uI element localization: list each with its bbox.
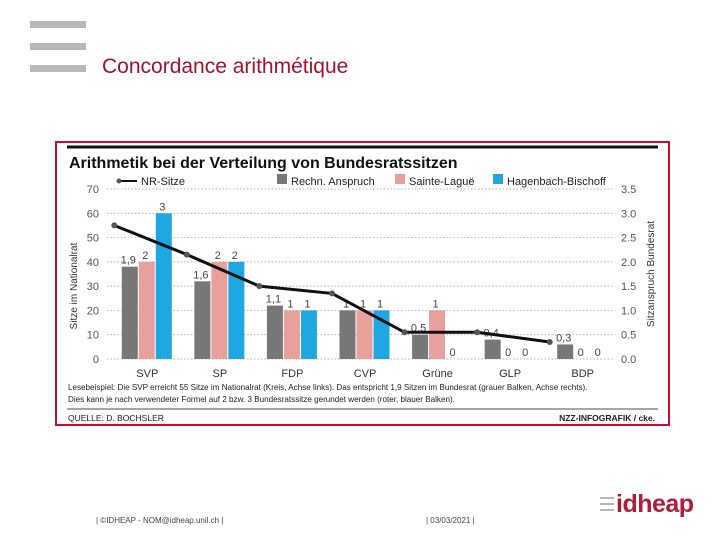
bar-value-label: 1,1 <box>266 294 281 306</box>
bar-value-label: 2 <box>215 250 221 262</box>
bar <box>356 310 373 359</box>
legend-sainte-label: Sainte-Laguë <box>409 176 474 188</box>
y-tick-label: 10 <box>87 330 99 342</box>
bar-value-label: 1,6 <box>193 269 208 281</box>
chart-source: QUELLE: D. BOCHSLER <box>68 413 164 423</box>
category-label: Grüne <box>422 368 453 380</box>
chart-note-1: Lesebeispiel: Die SVP erreicht 55 Sitze … <box>68 383 587 392</box>
y2-tick-label: 0.5 <box>621 330 636 342</box>
bar-value-label: 0 <box>450 347 456 359</box>
bar <box>484 339 501 359</box>
y-tick-label: 30 <box>87 281 99 293</box>
bar-value-label: 3 <box>159 201 165 213</box>
bar-value-label: 2 <box>142 250 148 262</box>
nr-seats-point <box>401 329 408 336</box>
nr-seats-point <box>111 222 118 229</box>
y-tick-label: 0 <box>93 354 99 366</box>
logo-bar-3 <box>30 65 86 72</box>
bar <box>429 310 446 359</box>
category-label: SVP <box>136 368 158 380</box>
y-tick-label: 70 <box>87 184 99 196</box>
legend-hagen-swatch <box>493 174 503 184</box>
bar-value-label: 0,3 <box>556 332 571 344</box>
bar-value-label: 1 <box>304 298 310 310</box>
category-label: GLP <box>499 368 521 380</box>
bar-value-label: 0 <box>578 347 584 359</box>
idheap-logo-text: idheap <box>616 490 694 518</box>
logo-bar-1 <box>30 21 86 28</box>
y2-tick-label: 1.0 <box>621 305 636 317</box>
bar <box>339 310 356 359</box>
chart-svg: Arithmetik bei der Verteilung von Bundes… <box>67 145 658 423</box>
logo-line-3 <box>600 509 614 511</box>
bar <box>138 261 155 359</box>
footer-date: | 03/03/2021 | <box>426 516 475 525</box>
y-tick-label: 40 <box>87 257 99 269</box>
category-label: SP <box>213 368 228 380</box>
footer-contact: | ©IDHEAP - NOM@idheap.unil.ch | <box>96 516 224 525</box>
y2-tick-label: 2.5 <box>621 233 636 245</box>
bar <box>228 261 245 359</box>
bar-value-label: 1 <box>343 298 349 310</box>
chart-note-2: Dies kann je nach verwendeter Formel auf… <box>68 395 455 404</box>
bar-value-label: 1 <box>377 298 383 310</box>
nr-seats-point <box>329 290 335 297</box>
bar-value-label: 0 <box>522 347 528 359</box>
bar-value-label: 1,9 <box>121 255 136 267</box>
nr-seats-point <box>546 339 553 345</box>
bar <box>300 310 317 359</box>
bar <box>557 344 574 359</box>
chart-credit: NZZ-INFOGRAFIK / cke. <box>559 413 655 423</box>
bar-value-label: 0 <box>595 347 601 359</box>
y2-axis-label: Sitzanspruch Bundesrat <box>646 221 657 327</box>
bar <box>155 213 172 359</box>
nr-seats-point <box>183 251 190 258</box>
category-label: BDP <box>571 368 594 380</box>
y-tick-label: 20 <box>87 305 99 317</box>
slide-title: Concordance arithmétique <box>102 55 349 78</box>
nr-seats-line <box>113 224 550 344</box>
bar-value-label: 0 <box>505 347 511 359</box>
logo-bar-2 <box>30 43 86 50</box>
bar <box>121 266 138 359</box>
chart-frame: Arithmetik bei der Verteilung von Bundes… <box>55 141 670 426</box>
y2-tick-label: 3.5 <box>621 184 636 196</box>
bar-value-label: 2 <box>232 250 238 262</box>
bar <box>283 310 300 359</box>
category-label: FDP <box>281 368 303 380</box>
y2-tick-label: 3.0 <box>621 208 636 220</box>
y-tick-label: 60 <box>87 208 99 220</box>
legend-sainte-swatch <box>395 174 405 184</box>
bar <box>211 261 228 359</box>
bar-value-label: 1 <box>433 298 439 310</box>
y-axis-label: Sitze im Nationalrat <box>69 242 80 329</box>
legend-rechn-swatch <box>277 174 287 184</box>
logo-line-1 <box>600 497 614 499</box>
bar <box>266 305 283 359</box>
bar <box>194 281 211 359</box>
category-label: CVP <box>354 368 377 380</box>
logo-line-2 <box>600 503 614 505</box>
y2-tick-label: 1.5 <box>621 281 636 293</box>
nr-seats-point <box>474 329 481 336</box>
y2-tick-label: 2.0 <box>621 257 636 269</box>
nr-seats-point <box>256 283 263 290</box>
legend-hagen-label: Hagenbach-Bischoff <box>507 176 607 188</box>
legend-line-dot <box>116 178 122 184</box>
chart-title: Arithmetik bei der Verteilung von Bundes… <box>69 155 458 172</box>
legend-rechn-label: Rechn. Anspruch <box>291 176 375 188</box>
y2-tick-label: 0.0 <box>621 354 636 366</box>
bar-value-label: 1 <box>360 298 366 310</box>
y-tick-label: 50 <box>87 233 99 245</box>
bar <box>412 334 429 359</box>
bar-value-label: 1 <box>287 298 293 310</box>
legend-line-label: NR-Sitze <box>141 176 185 188</box>
